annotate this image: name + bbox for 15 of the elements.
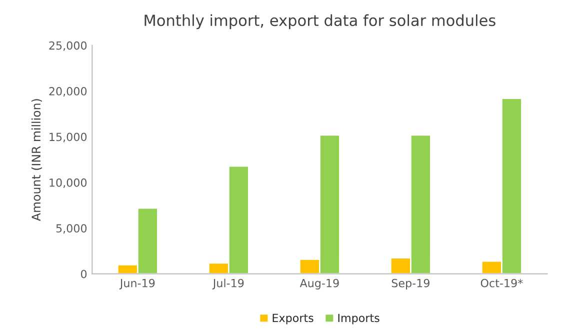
y-axis-title: Amount (INR million): [31, 99, 42, 221]
x-tick-label: Sep-19: [392, 278, 430, 290]
legend-label: Exports: [272, 314, 314, 324]
x-tick-label: Oct-19*: [480, 278, 523, 288]
chart-title: Monthly import, export data for solar modules: [144, 14, 496, 30]
x-tick-label: Jul-19: [212, 278, 244, 290]
y-tick-label: 15,000: [50, 132, 87, 142]
x-tick-label: Aug-19: [300, 278, 339, 290]
y-tick-label: 25,000: [49, 41, 87, 51]
y-tick-label: 5,000: [56, 224, 87, 234]
y-tick-label: 10,000: [50, 178, 87, 188]
y-tick-label: 20,000: [49, 87, 87, 97]
legend-label: Imports: [338, 314, 380, 324]
x-tick-label: Jun-19: [119, 278, 155, 290]
y-tick-label: 0: [80, 270, 87, 278]
